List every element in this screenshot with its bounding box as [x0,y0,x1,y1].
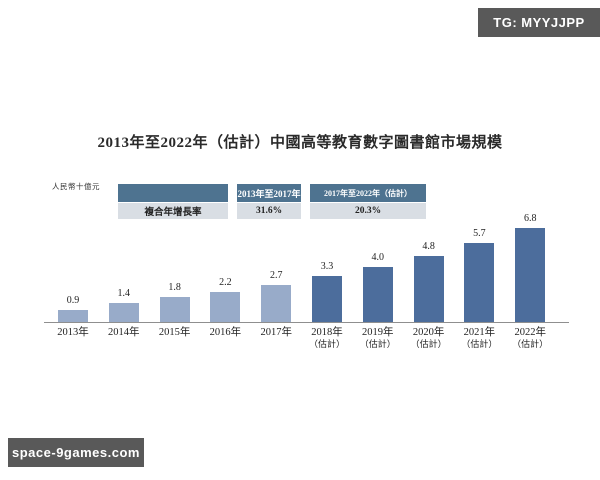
x-tick-label: 2022年 （估計） [512,327,549,349]
bar-value-label: 1.8 [168,282,181,293]
chart-title: 2013年至2022年（估計）中國高等教育數字圖書館市場規模 [97,135,503,151]
bar-2020年 [413,256,444,322]
x-tick-label: 2015年 [158,327,191,338]
x-axis-line [44,322,569,323]
bar-2021年 [464,243,495,322]
cagr-header-empty-cell [118,184,228,202]
bar-2018年 [312,276,342,322]
x-tick-label: 2013年 [57,327,89,338]
bar-2017年 [261,285,292,322]
cagr-value-period1: 31.6% [237,203,301,219]
bar-value-label: 1.4 [117,288,131,299]
x-tick-label: 2017年 [260,327,292,338]
x-tick-label: 2019年 （估計） [359,327,396,349]
y-axis-unit-label: 人民幣十億元 [52,182,100,191]
bar-value-label: 3.3 [320,261,334,272]
bar-2013年 [58,310,88,322]
cagr-value-period2: 20.3% [310,203,426,219]
watermark-top-right: TG: MYYJJPP [478,8,600,37]
x-tick-label: 2020年 （估計） [410,327,447,349]
bar-value-label: 2.7 [269,270,283,281]
x-tick-label: 2016年 [209,327,242,338]
cagr-table-value-row: 複合年增長率 31.6% 20.3% [118,203,426,219]
bar-2016年 [210,292,241,322]
x-tick-label: 2018年 （估計） [308,327,345,349]
bar-value-label: 0.9 [66,295,80,306]
bar-2014年 [108,303,139,322]
x-tick-label: 2014年 [108,327,140,338]
cagr-table-header-row: 2013年至2017年 2017年至2022年（估計） [118,184,426,202]
bar-2019年 [362,267,393,322]
bar-value-label: 4.0 [371,252,385,263]
bar-value-label: 5.7 [473,228,486,239]
cagr-header-period1: 2013年至2017年 [237,184,301,202]
x-tick-label: 2021年 （估計） [461,327,498,349]
bar-value-label: 6.8 [523,213,537,224]
watermark-bottom-left: space-9games.com [8,438,144,467]
bar-value-label: 2.2 [219,277,232,288]
bar-2015年 [159,297,190,322]
cagr-table: 2013年至2017年 2017年至2022年（估計） 複合年增長率 31.6%… [118,184,426,219]
cagr-row-label: 複合年增長率 [118,203,228,219]
bar-value-label: 4.8 [422,241,435,252]
cagr-header-period2: 2017年至2022年（估計） [310,184,426,202]
bar-2022年 [515,228,546,322]
